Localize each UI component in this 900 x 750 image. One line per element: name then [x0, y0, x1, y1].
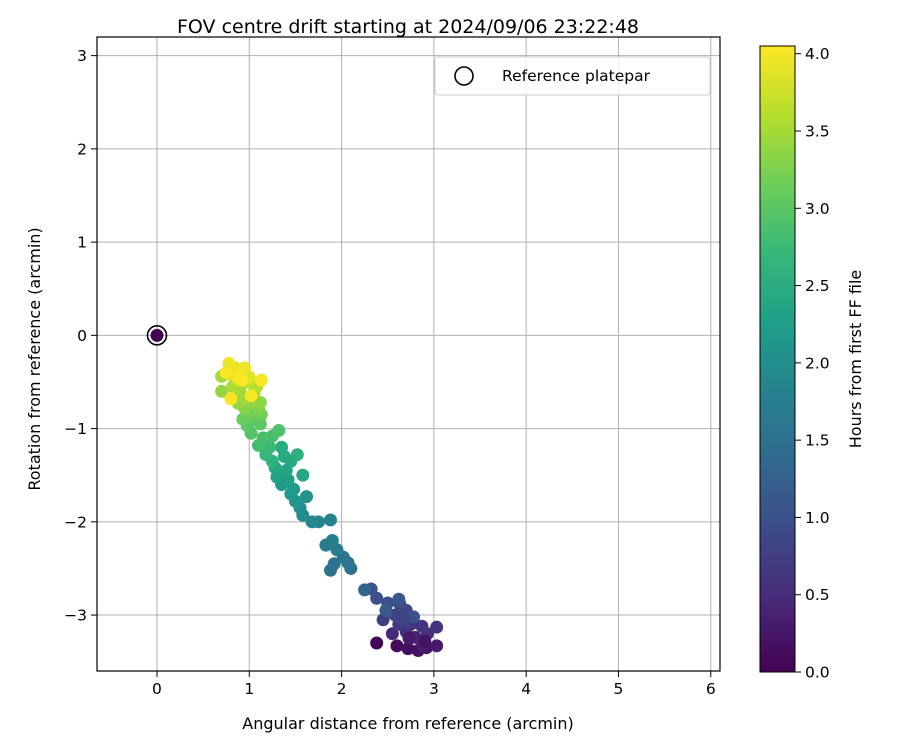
colorbar-tick-label: 0.0 — [805, 664, 830, 682]
scatter-point — [392, 592, 406, 606]
colorbar-tick-label: 0.5 — [805, 586, 830, 604]
x-tick-label: 3 — [429, 680, 439, 698]
colorbar-tick-label: 1.5 — [805, 432, 830, 450]
legend: Reference platepar — [434, 56, 711, 96]
scatter-point — [418, 634, 432, 648]
colorbar-tick-label: 1.0 — [805, 509, 830, 527]
scatter-point — [254, 373, 268, 387]
colorbar-tick-label: 3.0 — [805, 200, 830, 218]
scatter-point — [415, 619, 429, 633]
colorbar-tick-label: 3.5 — [805, 123, 830, 141]
scatter-point — [296, 468, 310, 482]
y-tick-label: −2 — [64, 513, 87, 531]
scatter-point — [430, 639, 444, 653]
colorbar-ticks: 0.0 0.5 1.0 1.5 2.0 2.5 3.0 3.5 4.0 — [795, 45, 830, 682]
scatter-point — [319, 538, 333, 552]
scatter-points — [215, 356, 444, 657]
scatter-point — [224, 392, 238, 406]
x-tick-label: 2 — [337, 680, 347, 698]
scatter-point — [272, 423, 286, 437]
scatter-point — [238, 361, 252, 375]
x-tick-label: 0 — [152, 680, 162, 698]
scatter-point — [430, 620, 444, 634]
scatter-point — [287, 482, 301, 496]
y-tick-label: 3 — [77, 47, 87, 65]
scatter-point — [324, 513, 338, 527]
scatter-point — [324, 563, 338, 577]
y-axis-label: Rotation from reference (arcmin) — [25, 227, 44, 490]
reference-platepar-marker — [146, 325, 168, 346]
x-axis-ticks: 0 1 2 3 4 5 6 — [152, 671, 716, 698]
x-tick-label: 4 — [521, 680, 531, 698]
scatter-point — [396, 613, 410, 627]
legend-label-reference-platepar: Reference platepar — [502, 67, 651, 85]
reference-point — [150, 328, 164, 342]
plot-frame — [96, 36, 721, 672]
x-axis-label: Angular distance from reference (arcmin) — [242, 714, 573, 733]
grid — [97, 37, 720, 671]
y-tick-label: −1 — [64, 420, 87, 438]
scatter-point — [401, 642, 415, 656]
scatter-point — [300, 490, 314, 504]
scatter-point — [385, 627, 399, 641]
y-tick-label: −3 — [64, 607, 87, 625]
scatter-point — [402, 631, 416, 645]
colorbar-tick-label: 2.0 — [805, 354, 830, 372]
x-tick-label: 1 — [244, 680, 254, 698]
scatter-point — [379, 603, 393, 617]
scatter-point — [370, 636, 384, 650]
colorbar-label: Hours from first FF file — [846, 270, 865, 449]
x-tick-label: 6 — [706, 680, 716, 698]
legend-box — [434, 56, 711, 96]
y-axis-ticks: −3 −2 −1 0 1 2 3 — [64, 47, 97, 625]
scatter-point — [219, 366, 233, 380]
scatter-point — [407, 610, 421, 624]
scatter-point — [263, 440, 277, 454]
scatter-point — [244, 389, 258, 403]
colorbar: 0.0 0.5 1.0 1.5 2.0 2.5 3.0 3.5 4.0 Hours from f… — [759, 45, 865, 682]
legend-marker-reference-platepar — [454, 66, 474, 86]
x-tick-label: 5 — [614, 680, 624, 698]
y-tick-label: 1 — [77, 234, 87, 252]
colorbar-tick-label: 4.0 — [805, 45, 830, 63]
scatter-point — [390, 639, 404, 653]
scatter-point — [305, 515, 319, 529]
chart-title: FOV centre drift starting at 2024/09/06 … — [177, 16, 639, 38]
y-tick-label: 2 — [77, 140, 87, 158]
colorbar-tick-label: 2.5 — [805, 277, 830, 295]
y-tick-label: 0 — [77, 327, 87, 345]
scatter-point — [275, 440, 289, 454]
scatter-point — [358, 583, 372, 597]
scatter-point — [290, 448, 304, 462]
scatter-point — [215, 384, 229, 398]
colorbar-gradient — [759, 45, 796, 673]
scatter-point — [235, 373, 249, 387]
